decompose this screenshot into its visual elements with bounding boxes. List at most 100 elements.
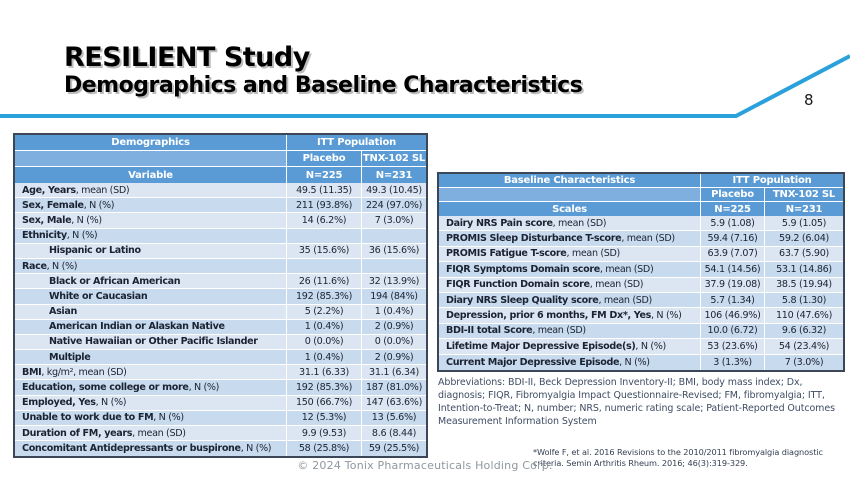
row-label: Education, some college or more, N (%) [15,380,287,395]
tnx-n-header: N=231 [765,202,843,216]
row-label: PROMIS Fatigue T-score, mean (SD) [439,246,701,262]
slide-title: RESILIENT Study [64,42,310,73]
placebo-n-header: N=225 [701,202,765,216]
table-row: PROMIS Sleep Disturbance T-score, mean (… [439,231,843,247]
row-label: Employed, Yes, N (%) [15,395,287,410]
placebo-value: 192 (85.3%) [287,380,362,395]
table-row: Dairy NRS Pain score, mean (SD) 5.9 (1.0… [439,216,843,232]
page-number: 8 [804,91,814,109]
scales-header: Scales [439,202,701,216]
abbreviations-text: Abbreviations: BDI-II, Beck Depression I… [438,377,835,428]
placebo-value: 1 (0.4%) [287,350,362,365]
placebo-n-header: N=225 [287,167,362,183]
tnx-value: 8.6 (8.44) [362,426,426,441]
tnx-value: 31.1 (6.34) [362,365,426,380]
table-row: PROMIS Fatigue T-score, mean (SD) 63.9 (… [439,246,843,263]
placebo-arm-header: Placebo [287,151,362,166]
tnx-value: 2 (0.9%) [362,350,426,365]
table-row: Native Hawaiian or Other Pacific Islande… [15,334,426,351]
tnx-value: 7 (3.0%) [765,354,843,370]
row-label: FIQR Symptoms Domain score, mean (SD) [439,262,701,277]
table-row: Depression, prior 6 months, FM Dx*, Yes,… [439,308,843,324]
demographics-table-title: Demographics [15,135,287,150]
table-row: Current Major Depressive Episode, N (%) … [439,354,843,370]
demographics-table-header: Demographics ITT Population Placebo TNX-… [15,135,426,183]
copyright-text: © 2024 Tonix Pharmaceuticals Holding Cor… [297,459,553,472]
baseline-table-title: Baseline Characteristics [439,174,701,187]
placebo-value: 54.1 (14.56) [701,262,765,277]
row-label: Black or African American [15,274,287,289]
baseline-table-body: Dairy NRS Pain score, mean (SD) 5.9 (1.0… [439,216,843,370]
placebo-value: 49.5 (11.35) [287,183,362,198]
placebo-value: 9.9 (9.53) [287,426,362,441]
tnx-value: 38.5 (19.94) [765,277,843,292]
row-label: Asian [15,304,287,319]
row-label: Age, Years, mean (SD) [15,183,287,198]
tnx-value: 1 (0.4%) [362,304,426,319]
table-row: Lifetime Major Depressive Episode(s), N … [439,339,843,355]
row-label: Lifetime Major Depressive Episode(s), N … [439,339,701,354]
row-label: FIQR Function Domain score, mean (SD) [439,277,701,292]
placebo-value: 3 (1.3%) [701,354,765,370]
tnx-value: 59 (25.5%) [362,441,426,457]
table-row: Duration of FM, years, mean (SD) 9.9 (9.… [15,426,426,442]
accent-line [0,54,850,118]
tnx-value [362,228,426,243]
table-row: Concomitant Antidepressants or buspirone… [15,441,426,457]
table-row: Education, some college or more, N (%) 1… [15,380,426,396]
tnx-value: 63.7 (5.90) [765,246,843,262]
table-row: Black or African American 26 (11.6%) 32 … [15,274,426,290]
tnx-value: 110 (47.6%) [765,308,843,323]
row-label: Duration of FM, years, mean (SD) [15,426,287,441]
placebo-value: 26 (11.6%) [287,274,362,289]
table-row: Sex, Male, N (%) 14 (6.2%) 7 (3.0%) [15,213,426,229]
placebo-value: 63.9 (7.07) [701,246,765,262]
placebo-value: 1 (0.4%) [287,319,362,334]
row-label: Native Hawaiian or Other Pacific Islande… [15,334,287,350]
row-label: Depression, prior 6 months, FM Dx*, Yes,… [439,308,701,323]
tnx-value: 194 (84%) [362,289,426,304]
tnx-arm-header: TNX-102 SL [362,151,426,166]
tnx-value: 7 (3.0%) [362,213,426,228]
row-label: Ethnicity, N (%) [15,228,287,243]
table-row: FIQR Function Domain score, mean (SD) 37… [439,277,843,293]
tnx-arm-header: TNX-102 SL [765,188,843,201]
table-row: Asian 5 (2.2%) 1 (0.4%) [15,304,426,320]
header-blank-cell [15,151,287,166]
table-row: American Indian or Alaskan Native 1 (0.4… [15,319,426,335]
placebo-value: 150 (66.7%) [287,395,362,410]
row-label: PROMIS Sleep Disturbance T-score, mean (… [439,231,701,246]
table-row: White or Caucasian 192 (85.3%) 194 (84%) [15,289,426,305]
placebo-value: 5 (2.2%) [287,304,362,319]
row-label: Unable to work due to FM, N (%) [15,410,287,425]
table-row: Hispanic or Latino 35 (15.6%) 36 (15.6%) [15,243,426,259]
table-row: FIQR Symptoms Domain score, mean (SD) 54… [439,262,843,278]
placebo-value: 35 (15.6%) [287,243,362,258]
tnx-value: 2 (0.9%) [362,319,426,334]
tnx-value: 224 (97.0%) [362,198,426,213]
tnx-value: 32 (13.9%) [362,274,426,289]
placebo-value: 12 (5.3%) [287,410,362,425]
tnx-value: 5.9 (1.05) [765,216,843,231]
tnx-value: 54 (23.4%) [765,339,843,354]
tnx-value: 49.3 (10.45) [362,183,426,198]
table-row: BDI-II total Score, mean (SD) 10.0 (6.72… [439,323,843,340]
placebo-value: 0 (0.0%) [287,334,362,350]
table-row: Multiple 1 (0.4%) 2 (0.9%) [15,350,426,366]
header-blank-cell [439,188,701,201]
table-row: Ethnicity, N (%) [15,228,426,244]
row-label: Dairy NRS Pain score, mean (SD) [439,216,701,231]
table-row: Diary NRS Sleep Quality score, mean (SD)… [439,292,843,309]
row-label: Race, N (%) [15,258,287,274]
placebo-value [287,258,362,274]
row-label: Sex, Male, N (%) [15,213,287,228]
variable-header: Variable [15,167,287,183]
itt-population-header: ITT Population [287,135,426,150]
table-row: Sex, Female, N (%) 211 (93.8%) 224 (97.0… [15,198,426,214]
row-label: Diary NRS Sleep Quality score, mean (SD) [439,292,701,308]
row-label: BMI, kg/m², mean (SD) [15,365,287,380]
row-label: Sex, Female, N (%) [15,198,287,213]
placebo-value: 53 (23.6%) [701,339,765,354]
tnx-value: 187 (81.0%) [362,380,426,395]
row-label: Concomitant Antidepressants or buspirone… [15,441,287,457]
